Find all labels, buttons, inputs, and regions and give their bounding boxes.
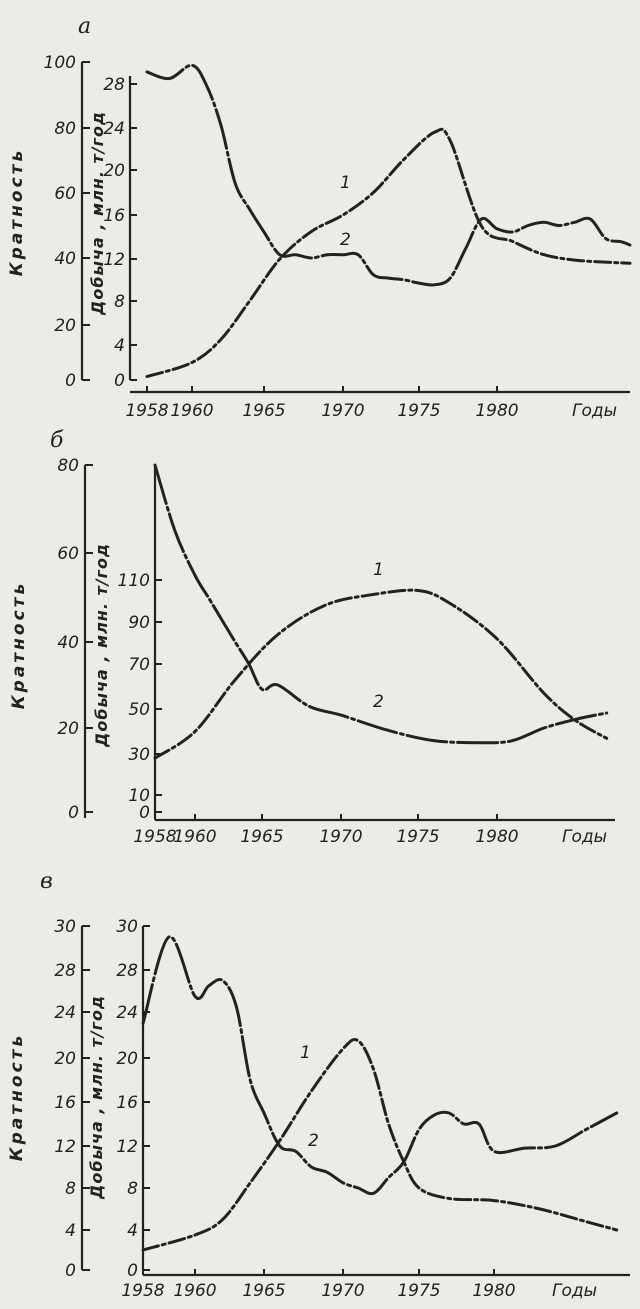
right-y-tick-label: 0 (114, 371, 125, 391)
x-tick-label: 1958 (125, 401, 168, 421)
right-y-tick-label: 4 (114, 336, 125, 356)
right-y-tick-label: 20 (116, 1049, 138, 1069)
right-y-tick-label: 28 (103, 75, 125, 95)
x-tick-label: 1960 (173, 827, 216, 847)
series-line-1 (153, 588, 609, 760)
right-y-tick-label: 0 (127, 1261, 138, 1281)
right-y-tick-label: 8 (127, 1179, 138, 1199)
x-tick-label: 1958 (121, 1281, 164, 1301)
panel-letter: в (40, 869, 53, 894)
left-y-tick-label: 60 (54, 184, 76, 204)
x-tick-label: 1980 (475, 827, 518, 847)
left-y-tick-label: 0 (68, 803, 79, 823)
left-y-axis-label: Кратность (9, 581, 29, 710)
left-y-tick-label: 16 (54, 1093, 76, 1113)
right-y-tick-label: 0 (139, 803, 150, 823)
right-y-axis-label: Добыча , млн. т/год (87, 995, 106, 1200)
left-y-tick-label: 80 (57, 456, 79, 476)
left-y-tick-label: 80 (54, 119, 76, 139)
right-y-tick-label: 110 (118, 571, 150, 591)
x-tick-label: 1975 (397, 401, 440, 421)
right-y-tick-label: 12 (103, 250, 125, 270)
panel-letter: а (78, 14, 91, 39)
left-y-tick-label: 8 (65, 1179, 76, 1199)
left-y-tick-label: 20 (54, 316, 76, 336)
left-y-axis-label: Кратность (7, 1033, 27, 1162)
x-tick-label: 1975 (396, 827, 439, 847)
left-y-tick-label: 28 (54, 961, 76, 981)
right-y-tick-label: 90 (128, 613, 150, 633)
right-y-tick-label: 30 (128, 745, 150, 765)
x-tick-label: 1980 (475, 401, 518, 421)
right-y-tick-label: 70 (128, 655, 150, 675)
x-tick-label: 1965 (240, 827, 283, 847)
right-y-tick-label: 16 (103, 206, 125, 226)
x-tick-label: 1970 (321, 1281, 364, 1301)
left-y-tick-label: 20 (57, 719, 79, 739)
left-y-tick-label: 100 (44, 53, 76, 73)
right-y-tick-label: 4 (127, 1221, 138, 1241)
left-y-tick-label: 4 (65, 1221, 76, 1241)
series-line-2 (141, 935, 619, 1196)
left-y-tick-label: 30 (54, 917, 76, 937)
series-line-1 (145, 127, 632, 378)
series-label-2: 2 (308, 1131, 319, 1151)
left-y-tick-label: 40 (54, 249, 76, 269)
x-tick-label: 1975 (397, 1281, 440, 1301)
x-axis-label: Годы (562, 827, 607, 847)
right-y-axis-label: Добыча , млн. т/год (92, 543, 111, 748)
series-line-2 (145, 63, 632, 287)
right-y-tick-label: 50 (128, 700, 150, 720)
x-tick-label: 1980 (472, 1281, 515, 1301)
right-y-tick-label: 8 (114, 292, 125, 312)
x-tick-label: 1965 (242, 1281, 285, 1301)
series-label-1: 1 (373, 560, 384, 580)
right-y-tick-label: 30 (116, 917, 138, 937)
right-y-tick-label: 24 (103, 119, 125, 139)
series-label-1: 1 (340, 173, 351, 193)
left-y-tick-label: 12 (54, 1137, 76, 1157)
right-y-tick-label: 12 (116, 1137, 138, 1157)
x-axis-label: Годы (572, 401, 617, 421)
right-y-tick-label: 16 (116, 1093, 138, 1113)
right-y-axis-label: Добыча , млн. т/год (88, 111, 107, 316)
right-y-tick-label: 20 (103, 161, 125, 181)
left-y-tick-label: 60 (57, 544, 79, 564)
x-tick-label: 1960 (173, 1281, 216, 1301)
series-label-1: 1 (300, 1043, 311, 1063)
left-y-axis-label: Кратность (7, 148, 27, 277)
x-tick-label: 1970 (321, 401, 364, 421)
right-y-tick-label: 10 (128, 786, 150, 806)
right-y-tick-label: 24 (116, 1003, 138, 1023)
x-tick-label: 1958 (133, 827, 176, 847)
x-tick-label: 1960 (170, 401, 213, 421)
left-y-tick-label: 20 (54, 1049, 76, 1069)
series-label-2: 2 (340, 230, 351, 250)
left-y-tick-label: 40 (57, 633, 79, 653)
x-axis-label: Годы (552, 1281, 597, 1301)
left-y-tick-label: 24 (54, 1003, 76, 1023)
left-y-tick-label: 0 (65, 371, 76, 391)
series-line-1 (141, 1037, 619, 1252)
x-tick-label: 1965 (242, 401, 285, 421)
right-y-tick-label: 28 (116, 961, 138, 981)
panel-letter: б (50, 428, 64, 453)
series-label-2: 2 (373, 692, 384, 712)
series-line-2 (153, 463, 609, 745)
left-y-tick-label: 0 (65, 1261, 76, 1281)
x-tick-label: 1970 (319, 827, 362, 847)
